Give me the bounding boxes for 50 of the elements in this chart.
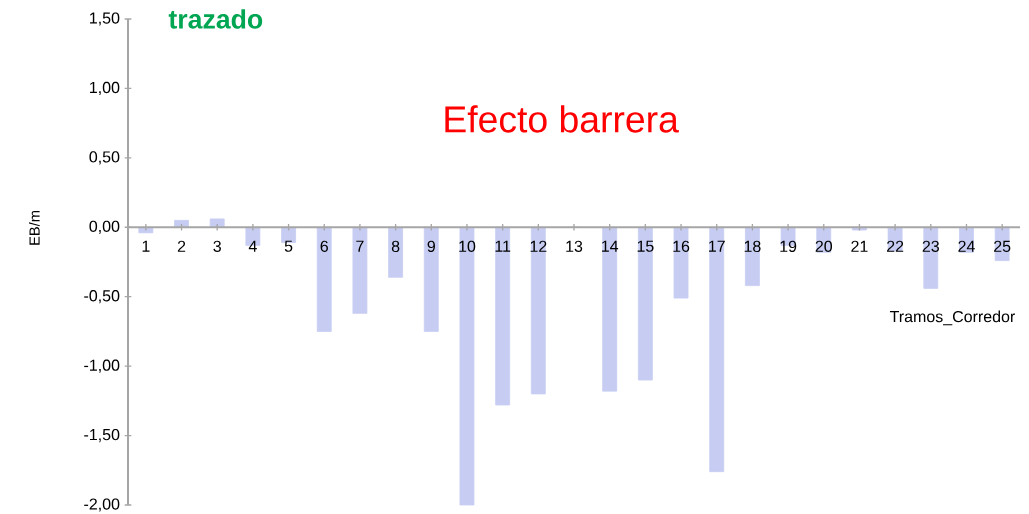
x-tick-label: 12 bbox=[530, 240, 547, 252]
x-tick-label: 18 bbox=[744, 240, 761, 252]
y-axis-title: EB/m bbox=[28, 211, 40, 245]
x-tick-label: 15 bbox=[637, 240, 654, 252]
bar bbox=[459, 226, 475, 506]
y-tick-label: -1,00 bbox=[84, 359, 120, 373]
x-tick-label: 17 bbox=[709, 240, 725, 252]
x-tick-label: 25 bbox=[994, 240, 1011, 252]
x-tick-label: 19 bbox=[780, 240, 797, 252]
x-tick-label: 7 bbox=[356, 240, 364, 252]
bar bbox=[602, 226, 618, 392]
y-tick-label: -2,00 bbox=[84, 498, 120, 512]
y-tick-label: 1,50 bbox=[90, 12, 120, 26]
x-tick-label: 6 bbox=[320, 240, 328, 252]
y-tick-label: 1,00 bbox=[90, 81, 120, 96]
y-tick-label: -1,50 bbox=[84, 428, 120, 443]
bar bbox=[923, 226, 939, 289]
x-axis-title: Tramos_Corredor bbox=[889, 310, 1015, 326]
bar bbox=[637, 226, 653, 381]
x-tick-label: 14 bbox=[601, 240, 619, 252]
text: Efecto barrera bbox=[445, 105, 679, 133]
x-tick-label: 20 bbox=[815, 240, 833, 252]
x-tick-label: 8 bbox=[391, 240, 400, 252]
bar bbox=[388, 226, 403, 278]
x-tick-label: 2 bbox=[177, 240, 186, 252]
bar bbox=[530, 226, 546, 395]
bar bbox=[352, 226, 368, 314]
bar bbox=[745, 226, 760, 286]
x-tick-label: 10 bbox=[459, 240, 476, 252]
x-tick-label: 24 bbox=[958, 240, 975, 252]
x-tick-label: 21 bbox=[851, 240, 868, 252]
x-tick-label: 9 bbox=[427, 240, 435, 252]
x-tick-label: 23 bbox=[922, 240, 939, 252]
bar bbox=[709, 226, 725, 473]
x-tick-label: 11 bbox=[495, 240, 511, 252]
annotation: trazado bbox=[168, 9, 263, 29]
x-tick-label: 16 bbox=[673, 240, 690, 252]
x-tick-label: 4 bbox=[248, 240, 257, 252]
x-tick-label: 3 bbox=[213, 240, 221, 252]
y-tick-label: 0,50 bbox=[89, 151, 120, 165]
bar bbox=[316, 226, 332, 332]
x-tick-label: 5 bbox=[284, 240, 293, 252]
x-tick-label: 13 bbox=[566, 240, 583, 252]
y-tick-label: -0,50 bbox=[84, 290, 120, 304]
bar bbox=[423, 226, 439, 332]
x-tick-label: 22 bbox=[887, 240, 904, 252]
x-tick-label: 1 bbox=[142, 240, 150, 252]
y-tick-label: 0,00 bbox=[89, 220, 120, 234]
bar bbox=[673, 226, 689, 299]
bar bbox=[495, 226, 511, 406]
